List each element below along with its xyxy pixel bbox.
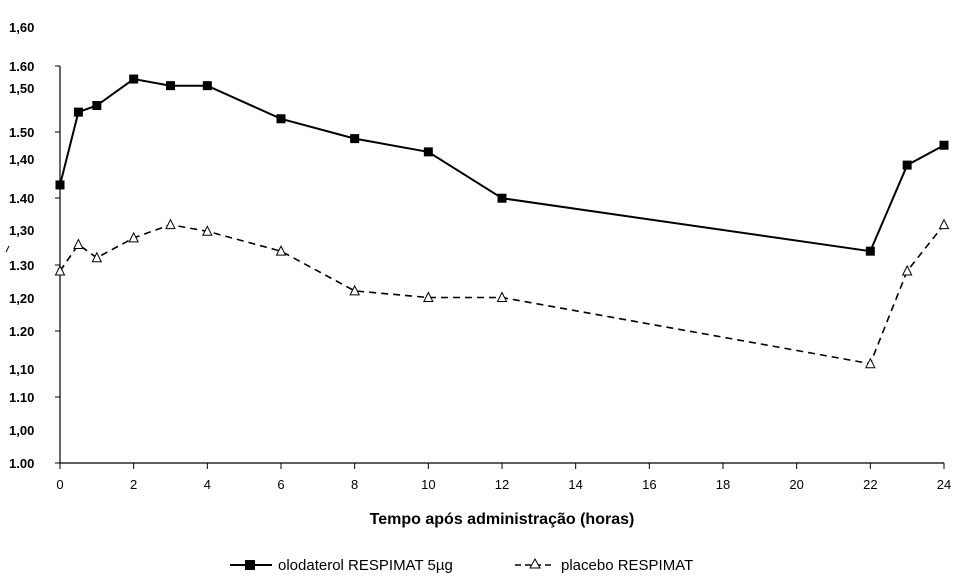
x-axis-label: Tempo após administração (horas) [370,511,635,528]
x-tick-label: 4 [204,477,211,492]
y-tick-label: 1,60 [9,20,34,35]
data-point-placebo [275,245,287,256]
data-point-olodaterol [166,81,175,91]
data-point-olodaterol [865,246,875,256]
data-point-placebo [865,357,876,369]
data-point-placebo [901,264,913,276]
data-point-olodaterol [129,74,139,84]
data-point-olodaterol [73,107,83,117]
x-tick-label: 24 [937,477,951,492]
x-tick-label: 22 [863,477,877,492]
data-point-placebo [165,218,176,230]
data-point-olodaterol [939,140,949,150]
data-point-olodaterol [276,114,286,124]
data-point-placebo [91,251,103,263]
data-point-olodaterol [92,101,102,111]
y-tick-label: 1.60 [9,59,34,74]
data-point-placebo [938,218,950,230]
legend: olodaterol RESPIMAT 5µg placebo RESPIMAT [230,557,693,574]
x-tick-label: 20 [789,477,803,492]
x-tick-label: 12 [495,477,509,492]
y-tick-label: 1.20 [9,324,34,339]
legend-label-olodaterol: olodaterol RESPIMAT 5µg [278,557,453,574]
x-tick-label: 6 [277,477,284,492]
x-tick-label: 10 [421,477,435,492]
x-tick-label: 2 [130,477,137,492]
legend-item-olodaterol: olodaterol RESPIMAT 5µg [230,557,453,574]
y-tick-label: 1,20 [9,291,34,306]
y-tick-label: 1,30 [9,223,34,238]
data-point-olodaterol [497,193,507,203]
y-tick-label: 1.30 [9,258,34,273]
y-tick-label: 1,40 [9,152,34,167]
y-tick-label: 1.50 [9,125,34,140]
x-axis-ticks: 0 2 4 6 8 10 12 14 16 18 20 22 24 [56,463,951,492]
x-tick-label: 18 [716,477,730,492]
y-tick-label: 1.10 [9,390,34,405]
legend-label-placebo: placebo RESPIMAT [561,557,693,574]
legend-marker-olodaterol [245,560,255,570]
y-tick-label: 1.40 [9,191,34,206]
x-tick-label: 14 [568,477,582,492]
data-point-placebo [202,225,213,236]
data-point-placebo [73,238,84,250]
data-point-olodaterol [902,160,912,170]
data-point-olodaterol [55,180,65,190]
series-line-olodaterol [59,77,945,253]
legend-item-placebo: placebo RESPIMAT [515,557,693,574]
data-point-placebo [54,264,66,276]
y-tick-label: 1,50 [9,81,34,96]
y-tick-label: 1,00 [9,423,34,438]
legend-marker-placebo [529,557,541,569]
data-point-placebo [496,291,508,302]
y-axis-ticks: 1,60 1.60 1,50 1.50 1,40 1.40 1,30 1.30 1,20 1.20… [9,20,60,471]
data-point-olodaterol [202,81,212,91]
data-point-olodaterol [350,134,360,144]
data-point-placebo [423,291,434,302]
data-point-placebo [128,231,139,243]
y-tick-label: 1.00 [9,456,34,471]
x-tick-label: 16 [642,477,656,492]
data-point-olodaterol [423,147,433,157]
axis-artifact-mark [5,245,10,253]
data-point-placebo [349,284,360,296]
chart-series [54,74,950,369]
x-tick-label: 8 [351,477,358,492]
y-tick-label: 1,10 [9,362,34,377]
x-tick-label: 0 [56,477,63,492]
chart-axes [5,66,944,464]
